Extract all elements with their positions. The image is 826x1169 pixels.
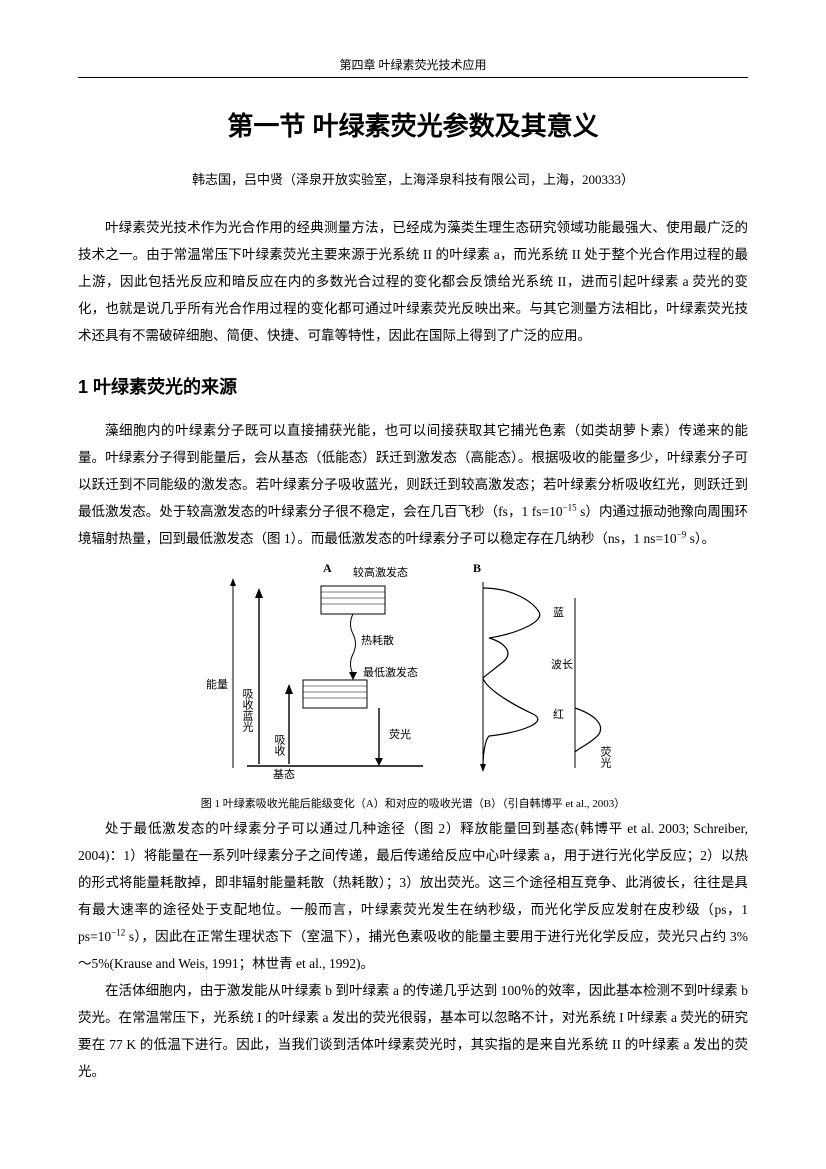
heading-1: 1 叶绿素荧光的来源 — [78, 373, 748, 399]
figure-1-svg: A 能量 基态 较高激发态 最低激发态 吸收蓝光 吸收 热耗散 — [203, 558, 623, 788]
blue-peak-label: 蓝 — [553, 606, 564, 619]
panel-b-label: B — [473, 561, 481, 575]
high-excited-label: 较高激发态 — [353, 565, 408, 579]
fluor-emission-label: 荧光 — [599, 745, 612, 769]
red-peak-label: 红 — [553, 708, 564, 721]
fluorescence-label: 荧光 — [389, 727, 411, 741]
figure-1: A 能量 基态 较高激发态 最低激发态 吸收蓝光 吸收 热耗散 — [78, 558, 748, 793]
absorption-label: 吸收 — [273, 734, 286, 757]
section-title: 第一节 叶绿素荧光参数及其意义 — [78, 106, 748, 143]
paragraph-2: 处于最低激发态的叶绿素分子可以通过几种途径（图 2）释放能量回到基态(韩博平 e… — [78, 815, 748, 977]
authors-line: 韩志国，吕中贤（泽泉开放实验室，上海泽泉科技有限公司，上海，200333） — [78, 169, 748, 188]
page-header: 第四章 叶绿素荧光技术应用 — [78, 56, 748, 78]
figure-1-caption: 图 1 叶绿素吸收光能后能级变化（A）和对应的吸收光谱（B）（引自韩博平 et … — [78, 795, 748, 811]
heat-dissipation-label: 热耗散 — [361, 633, 394, 647]
ground-state-label: 基态 — [273, 768, 295, 781]
low-excited-label: 最低激发态 — [363, 665, 418, 679]
paragraph-3: 在活体细胞内，由于激发能从叶绿素 b 到叶绿素 a 的传递几乎达到 100％的效… — [78, 977, 748, 1085]
intro-paragraph: 叶绿素荧光技术作为光合作用的经典测量方法，已经成为藻类生理生态研究领域功能最强大… — [78, 214, 748, 349]
paragraph-1: 藻细胞内的叶绿素分子既可以直接捕获光能，也可以间接获取其它捕光色素（如类胡萝卜素… — [78, 417, 748, 552]
energy-axis-label: 能量 — [206, 677, 228, 691]
absorb-blue-label: 吸收蓝光 — [241, 688, 254, 733]
wavelength-label: 波长 — [551, 658, 573, 671]
page-header-text: 第四章 叶绿素荧光技术应用 — [339, 58, 486, 72]
panel-a-label: A — [323, 561, 332, 575]
